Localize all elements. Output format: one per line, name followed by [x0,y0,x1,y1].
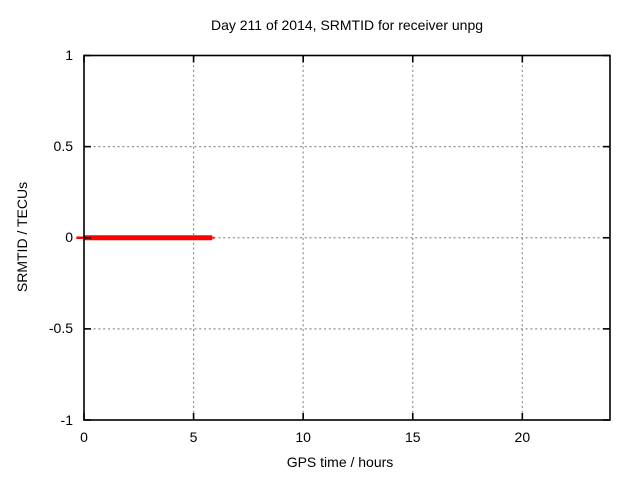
chart-title: Day 211 of 2014, SRMTID for receiver unp… [210,17,484,33]
y-tick-label: -0.5 [48,320,73,337]
y-tick-label: 1 [65,47,73,63]
y-tick-label: 0 [65,229,73,246]
x-tick-label: 10 [295,429,311,445]
x-axis-label: GPS time / hours [286,454,394,470]
y-tick-label: 0.5 [53,138,73,155]
x-tick-label: 0 [80,429,88,445]
x-tick-label: 15 [404,429,421,445]
y-tick-label: -1 [60,411,73,428]
x-tick-label: 20 [514,429,531,445]
x-tick-label: 5 [189,429,198,445]
